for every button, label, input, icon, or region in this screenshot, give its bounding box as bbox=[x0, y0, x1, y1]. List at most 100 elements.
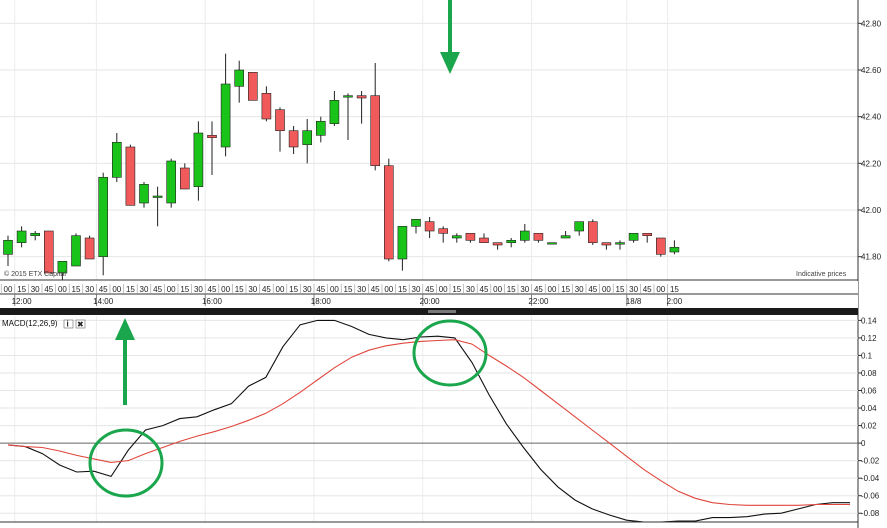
minute-label: 45 bbox=[316, 285, 325, 294]
candle-body bbox=[152, 195, 163, 198]
minute-label: 45 bbox=[588, 285, 597, 294]
price-tick-label: 42.00 bbox=[861, 206, 882, 215]
candle-body bbox=[112, 142, 122, 178]
minute-label: 45 bbox=[99, 285, 108, 294]
candle-body bbox=[139, 184, 149, 204]
minute-label: 00 bbox=[384, 285, 393, 294]
candle-body bbox=[329, 100, 340, 124]
price-candles bbox=[3, 53, 680, 280]
minute-label: 15 bbox=[72, 285, 81, 294]
candle-body bbox=[98, 177, 108, 257]
minute-label: 00 bbox=[58, 285, 67, 294]
minute-label: 30 bbox=[357, 285, 366, 294]
minute-label: 00 bbox=[167, 285, 176, 294]
minute-label: 30 bbox=[412, 285, 421, 294]
macd-tick-label: 0.12 bbox=[861, 334, 877, 343]
minute-label: 00 bbox=[4, 285, 13, 294]
candle-body bbox=[356, 95, 367, 99]
candle-body bbox=[465, 233, 476, 241]
candle-body bbox=[587, 221, 598, 243]
candle-body bbox=[574, 221, 585, 232]
minute-label: 15 bbox=[507, 285, 516, 294]
minute-label: 30 bbox=[248, 285, 257, 294]
candle-body bbox=[343, 95, 353, 98]
candle-body bbox=[193, 132, 204, 187]
candle-body bbox=[302, 130, 313, 145]
candle-body bbox=[669, 247, 680, 253]
candle-body bbox=[125, 146, 136, 206]
macd-tick-label: -0.02 bbox=[861, 457, 880, 466]
time-axis: 00 15 30 45 00 15 30 45 00 15 30 45 00 15 30 45 00 15 30 45… bbox=[0, 281, 858, 308]
candle-body bbox=[370, 95, 381, 166]
candle-body bbox=[438, 228, 449, 234]
candle-body bbox=[492, 242, 503, 246]
minute-label: 30 bbox=[85, 285, 94, 294]
minute-label: 30 bbox=[303, 285, 312, 294]
minute-label: 30 bbox=[140, 285, 149, 294]
candle-body bbox=[30, 233, 41, 236]
hour-label: 20:00 bbox=[420, 297, 441, 306]
minute-label: 00 bbox=[221, 285, 230, 294]
minute-label: 15 bbox=[670, 285, 679, 294]
hour-label: 22:00 bbox=[528, 297, 549, 306]
minute-label: 00 bbox=[656, 285, 665, 294]
candle-body bbox=[479, 237, 489, 243]
crossover-circle-low bbox=[88, 428, 164, 498]
minute-label: 00 bbox=[276, 285, 285, 294]
macd-tick-label: -0.04 bbox=[861, 474, 880, 483]
candle-body bbox=[220, 83, 231, 148]
minute-label: 45 bbox=[534, 285, 543, 294]
candle-body bbox=[3, 240, 13, 255]
info-icon-box[interactable] bbox=[63, 319, 74, 329]
annotations bbox=[88, 0, 488, 498]
minute-label: 15 bbox=[398, 285, 407, 294]
close-icon-box[interactable] bbox=[75, 319, 86, 329]
hour-label: 18:00 bbox=[311, 297, 332, 306]
candle-body bbox=[288, 130, 299, 148]
candle-body bbox=[71, 235, 81, 267]
candle-body bbox=[383, 165, 394, 260]
minute-label: 15 bbox=[235, 285, 244, 294]
minute-label: 15 bbox=[289, 285, 298, 294]
candle-body bbox=[84, 237, 95, 260]
macd-axis: 0.14 0.12 0.1 0.08 0.06 0.04 0.02 0 -0.02 -0.04 -0… bbox=[0, 316, 880, 523]
candle-body bbox=[315, 121, 326, 136]
macd-tick-label: 0.06 bbox=[861, 387, 877, 396]
info-icon[interactable]: i bbox=[67, 320, 69, 329]
splitter-handle[interactable] bbox=[428, 310, 456, 313]
macd-tick-label: 0.02 bbox=[861, 422, 877, 431]
candle-body bbox=[533, 233, 544, 241]
minute-label: 00 bbox=[548, 285, 557, 294]
minute-label: 30 bbox=[575, 285, 584, 294]
minute-label: 15 bbox=[180, 285, 189, 294]
up-arrow-head bbox=[115, 318, 135, 340]
macd-tick-label: 0.04 bbox=[861, 404, 877, 413]
candle-body bbox=[519, 230, 530, 241]
candle-body bbox=[275, 109, 285, 131]
candle-body bbox=[615, 242, 625, 245]
candle-body bbox=[397, 226, 408, 260]
price-tick-label: 41.80 bbox=[861, 253, 882, 262]
macd-tick-label: -0.08 bbox=[861, 509, 880, 518]
close-icon[interactable]: ✖ bbox=[77, 320, 84, 329]
macd-tick-label: 0 bbox=[861, 439, 866, 448]
candle-body bbox=[655, 237, 666, 255]
candle-body bbox=[451, 235, 462, 239]
candle-body bbox=[560, 235, 571, 239]
minute-label: 45 bbox=[480, 285, 489, 294]
price-tick-label: 42.40 bbox=[861, 113, 882, 122]
candle-body bbox=[547, 242, 557, 245]
copyright-text: © 2015 ETX Capital bbox=[4, 270, 66, 278]
minute-label: 00 bbox=[493, 285, 502, 294]
crossover-circle-high bbox=[412, 319, 488, 387]
candle-body bbox=[601, 242, 612, 246]
macd-tick-label: -0.06 bbox=[861, 492, 880, 501]
minute-label: 45 bbox=[371, 285, 380, 294]
candle-body bbox=[180, 167, 190, 190]
hour-label: 12:00 bbox=[12, 297, 33, 306]
hour-label: 18/8 bbox=[626, 297, 642, 306]
candle-body bbox=[57, 261, 68, 274]
minute-label: 30 bbox=[31, 285, 40, 294]
